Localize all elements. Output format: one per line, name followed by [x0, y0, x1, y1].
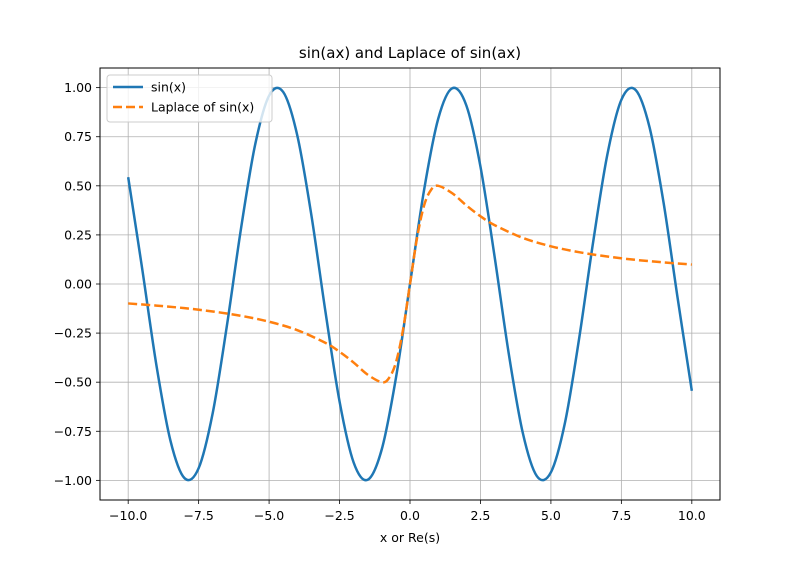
y-tick-label: −0.50 [54, 375, 92, 390]
y-tick-label: 0.75 [64, 129, 92, 144]
legend: sin(x) Laplace of sin(x) [106, 74, 273, 123]
x-tick-label: −2.5 [324, 508, 354, 523]
y-tick-label: 0.25 [64, 227, 92, 242]
legend-label-sin: sin(x) [151, 80, 186, 95]
x-tick-label: 2.5 [471, 508, 491, 523]
y-tick-label: −1.00 [54, 473, 92, 488]
y-tick-label: 0.00 [64, 277, 92, 292]
x-tick-label: 10.0 [678, 508, 706, 523]
x-tick-label: −5.0 [254, 508, 284, 523]
y-tick-label: 0.50 [64, 178, 92, 193]
y-tick-label: 1.00 [64, 80, 92, 95]
chart-title: sin(ax) and Laplace of sin(ax) [299, 44, 521, 62]
y-tick-label: −0.25 [54, 326, 92, 341]
x-tick-label: 5.0 [541, 508, 561, 523]
series-laplace-line [128, 184, 692, 384]
x-tick-label: 7.5 [611, 508, 631, 523]
x-tick-label: −7.5 [183, 508, 213, 523]
legend-frame [106, 74, 273, 123]
x-axis-label: x or Re(s) [380, 530, 440, 545]
series-lines [126, 86, 694, 482]
x-tick-label: −10.0 [109, 508, 147, 523]
y-tick-label: −0.75 [54, 424, 92, 439]
x-tick-label: 0.0 [400, 508, 420, 523]
legend-label-laplace: Laplace of sin(x) [151, 100, 254, 115]
axis-ticks: −10.0 −7.5 −5.0 −2.5 0.0 2.5 5.0 7.5 10.0 −1.00 −0… [54, 80, 706, 523]
